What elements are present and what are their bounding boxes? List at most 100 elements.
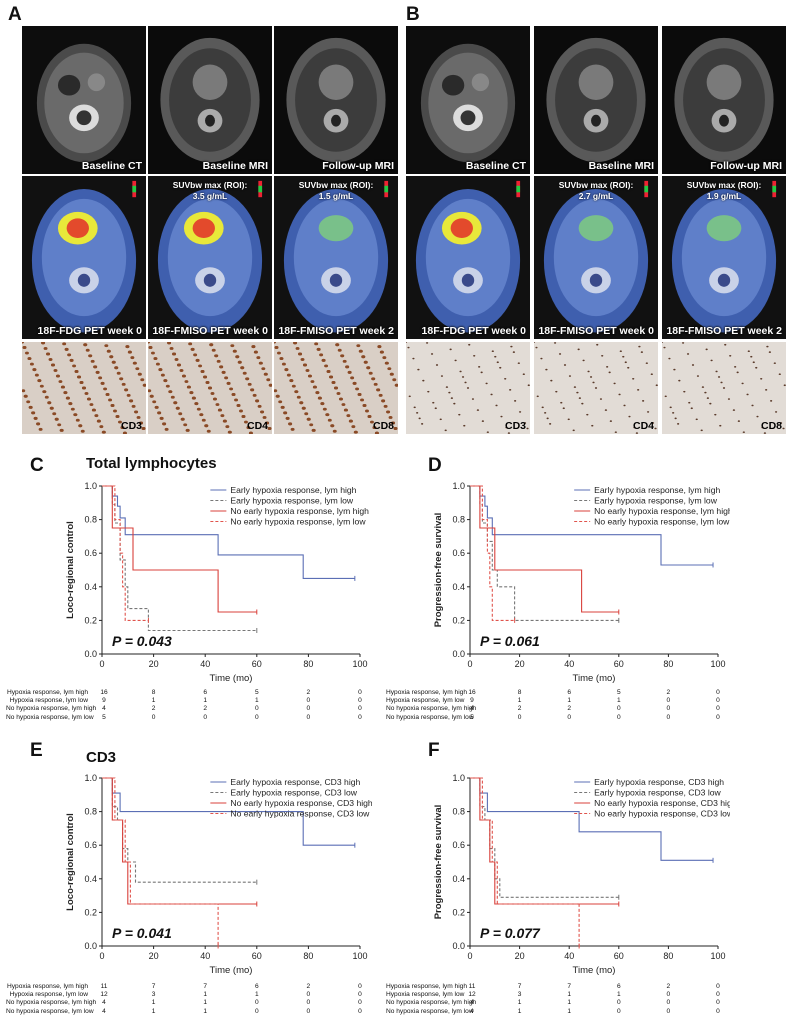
- ihc-image: CD3: [406, 342, 530, 434]
- risk-count: 16: [468, 689, 476, 696]
- risk-count: 2: [567, 705, 572, 713]
- scan-image: Follow-up MRI: [662, 26, 786, 174]
- risk-count: 5: [102, 713, 106, 721]
- risk-count: 8: [151, 689, 156, 696]
- y-tick-label: 1.0: [84, 481, 97, 491]
- risk-count: 6: [567, 689, 572, 696]
- risk-row-label: Hypoxia response, lym low: [386, 991, 465, 999]
- p-value: P = 0.043: [112, 633, 172, 649]
- legend-entry: No early hypoxia response, lym low: [594, 517, 730, 527]
- risk-count: 0: [616, 1007, 621, 1015]
- legend-entry: No early hypoxia response, CD3 high: [230, 798, 372, 808]
- risk-count: 1: [517, 697, 522, 705]
- pet-image: 18F-FDG PET week 0: [406, 176, 530, 339]
- legend-entry: Early hypoxia response, lym low: [594, 496, 718, 506]
- risk-count: 4: [102, 705, 106, 713]
- panel-label-b: B: [406, 4, 420, 25]
- risk-count: 0: [358, 983, 362, 990]
- ihc-image: CD3: [22, 342, 146, 434]
- stain-label: CD8: [372, 420, 394, 432]
- risk-count: 0: [666, 713, 671, 721]
- y-tick-label: 0.6: [84, 548, 97, 558]
- modality-label: 18F-FMISO PET week 2: [278, 325, 394, 337]
- x-tick-label: 60: [252, 951, 262, 961]
- risk-count: 0: [358, 991, 362, 999]
- risk-row: Hypoxia response, lym low 12 3 1 1 0 0: [6, 991, 362, 999]
- modality-label: Baseline MRI: [202, 160, 268, 172]
- y-tick-label: 0.8: [452, 515, 465, 525]
- risk-row: No hypoxia response, lym high 4 2 2 0 0 0: [386, 705, 720, 713]
- risk-count: 12: [100, 991, 108, 999]
- y-tick-label: 0.4: [452, 874, 465, 884]
- risk-count: 2: [666, 983, 671, 990]
- risk-row-label: Hypoxia response, lym low: [386, 697, 465, 705]
- risk-count: 0: [306, 705, 311, 713]
- panel-label-a: A: [8, 4, 22, 25]
- risk-count: 0: [358, 697, 362, 705]
- legend-entry: No early hypoxia response, CD3 low: [230, 809, 370, 819]
- legend-entry: No early hypoxia response, lym high: [594, 506, 730, 516]
- subtitle-total-lymphocytes: Total lymphocytes: [86, 455, 217, 472]
- x-axis-label: Time (mo): [210, 965, 253, 976]
- km-curve: [102, 777, 257, 905]
- legend-entry: Early hypoxia response, CD3 high: [594, 777, 724, 787]
- x-tick-label: 20: [515, 951, 525, 961]
- legend-entry: No early hypoxia response, CD3 high: [594, 798, 730, 808]
- x-tick-label: 80: [663, 951, 673, 961]
- scan-image: Follow-up MRI: [274, 26, 398, 174]
- risk-row: No hypoxia response, lym low 4 1 1 0 0 0: [386, 1007, 720, 1016]
- x-tick-label: 40: [200, 659, 210, 669]
- y-axis-label: Progression-free survival: [433, 513, 444, 628]
- legend-entry: Early hypoxia response, lym low: [230, 496, 354, 506]
- pet-image: 18F-FMISO PET week 2 SUVbw max (ROI): 1.9 …: [662, 176, 786, 339]
- risk-count: 2: [306, 689, 311, 696]
- risk-count: 0: [616, 705, 621, 713]
- risk-count: 1: [567, 697, 572, 705]
- risk-row: No hypoxia response, lym high 4 1 1 0 0 0: [6, 999, 362, 1007]
- risk-count: 1: [616, 697, 621, 705]
- risk-count: 0: [616, 713, 621, 721]
- risk-count: 1: [517, 1007, 522, 1015]
- km-curve: [102, 485, 355, 579]
- km-curve: [470, 777, 580, 946]
- risk-count: 4: [470, 1007, 474, 1015]
- x-tick-label: 100: [352, 951, 367, 961]
- risk-count: 11: [468, 983, 476, 990]
- scan-image: Baseline CT: [406, 26, 530, 174]
- risk-count: 5: [616, 689, 621, 696]
- modality-label: Baseline CT: [465, 160, 526, 172]
- risk-count: 3: [517, 991, 522, 999]
- risk-count: 0: [306, 697, 311, 705]
- risk-count: 0: [203, 713, 208, 721]
- legend-entry: No early hypoxia response, lym high: [230, 506, 369, 516]
- panel-label-c: C: [30, 455, 44, 476]
- x-tick-label: 80: [663, 659, 673, 669]
- scan-image: Baseline MRI: [534, 26, 658, 174]
- ihc-image: CD4: [534, 342, 658, 434]
- modality-label: Follow-up MRI: [322, 160, 394, 172]
- panel-label-e: E: [30, 740, 43, 761]
- risk-count: 1: [151, 1007, 156, 1015]
- risk-row: No hypoxia response, lym low 4 1 1 0 0 0: [6, 1007, 362, 1016]
- x-tick-label: 0: [467, 659, 472, 669]
- y-tick-label: 0.0: [452, 941, 465, 951]
- risk-table-d: Hypoxia response, lym high 16 8 6 5 2 0 Hypoxia…: [386, 689, 720, 722]
- y-tick-label: 0.4: [84, 582, 97, 592]
- risk-count: 0: [306, 1007, 311, 1015]
- risk-count: 0: [358, 689, 362, 696]
- km-curve: [102, 485, 257, 613]
- y-tick-label: 1.0: [452, 481, 465, 491]
- risk-count: 0: [716, 999, 720, 1007]
- y-tick-label: 1.0: [452, 773, 465, 783]
- x-tick-label: 100: [710, 659, 725, 669]
- y-tick-label: 0.2: [452, 907, 465, 917]
- risk-count: 3: [151, 991, 156, 999]
- risk-count: 0: [666, 705, 671, 713]
- km-plot-d: 0.0 0.2 0.4 0.6 0.8 1.0 0 20 40 60 80 100 Time (mo) P…: [430, 478, 733, 690]
- modality-label: 18F-FMISO PET week 0: [538, 325, 654, 337]
- risk-row: Hypoxia response, lym high 16 8 6 5 2 0: [6, 689, 362, 697]
- y-tick-label: 0.4: [452, 582, 465, 592]
- risk-count: 0: [716, 689, 720, 696]
- risk-count: 7: [517, 983, 522, 990]
- risk-count: 2: [666, 689, 671, 696]
